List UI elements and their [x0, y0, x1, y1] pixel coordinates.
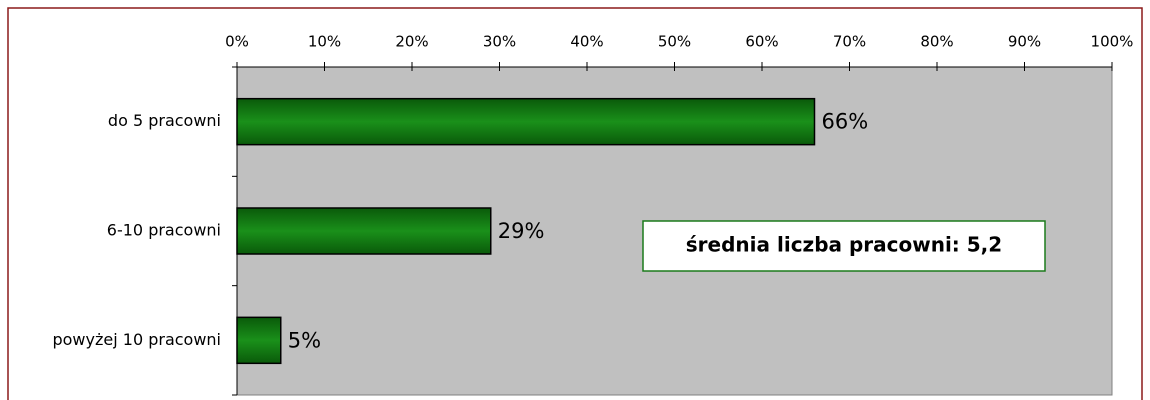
x-tick-label: 50% [658, 33, 691, 51]
annotation-box [642, 220, 1046, 272]
x-tick-label: 0% [225, 33, 249, 51]
value-label: 66% [822, 110, 869, 134]
x-tick-label: 90% [1008, 33, 1041, 51]
value-label: 29% [498, 219, 545, 243]
bar [236, 207, 492, 255]
x-tick-label: 30% [483, 33, 516, 51]
bar [236, 316, 282, 365]
annotation: średnia liczba pracowni: 5,2 [686, 233, 1002, 257]
y-tick-label: 6-10 pracowni [107, 221, 221, 240]
x-tick-label: 70% [833, 33, 866, 51]
x-tick-label: 10% [308, 33, 341, 51]
x-tick-label: 100% [1091, 33, 1134, 51]
value-label: 5% [288, 328, 321, 352]
y-tick-label: do 5 pracowni [108, 111, 221, 130]
y-tick-label: powyżej 10 pracowni [52, 330, 221, 349]
x-tick-label: 80% [920, 33, 953, 51]
x-tick-label: 40% [570, 33, 603, 51]
x-tick-label: 20% [395, 33, 428, 51]
bar [236, 97, 816, 146]
x-tick-label: 60% [745, 33, 778, 51]
